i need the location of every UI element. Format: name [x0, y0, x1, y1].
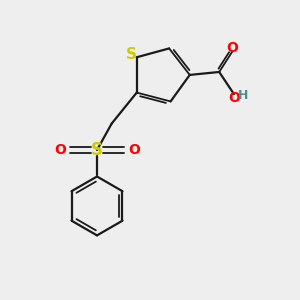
Text: O: O [226, 41, 238, 55]
Text: O: O [128, 143, 140, 157]
Text: S: S [126, 47, 137, 62]
Text: H: H [238, 89, 248, 102]
Text: O: O [54, 143, 66, 157]
Text: S: S [91, 141, 103, 159]
Text: O: O [228, 91, 240, 105]
